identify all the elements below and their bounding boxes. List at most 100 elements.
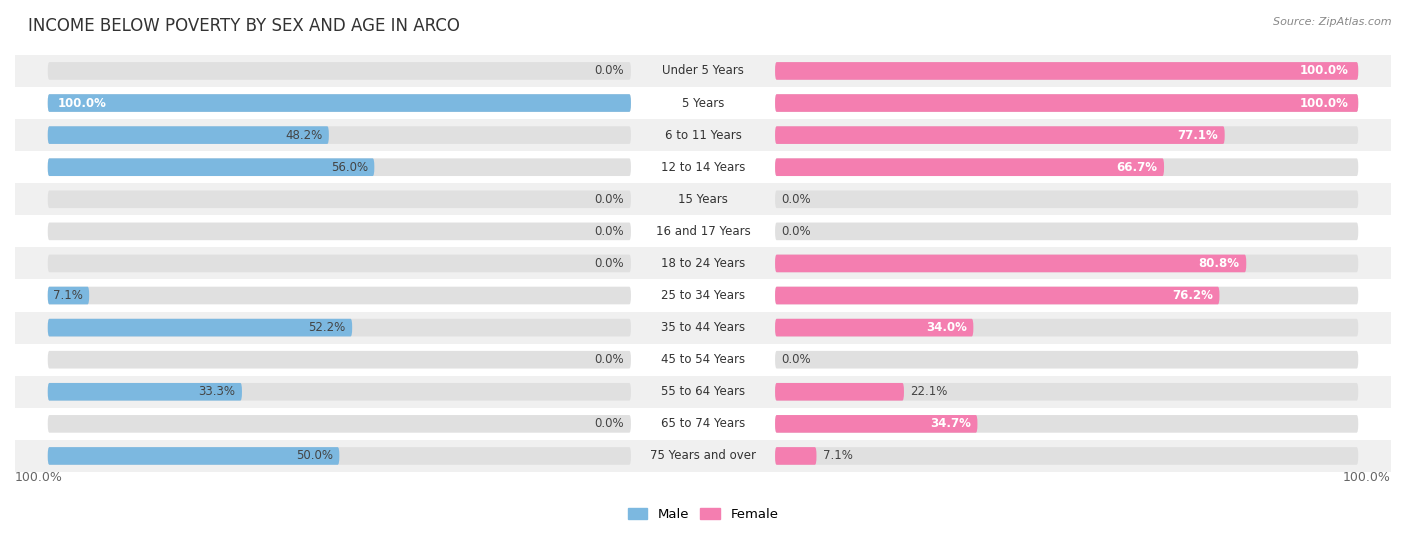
Text: 55 to 64 Years: 55 to 64 Years <box>661 385 745 398</box>
FancyBboxPatch shape <box>48 447 631 465</box>
Legend: Male, Female: Male, Female <box>627 508 779 521</box>
FancyBboxPatch shape <box>48 126 631 144</box>
Bar <box>15 376 1391 408</box>
FancyBboxPatch shape <box>775 415 1358 432</box>
FancyBboxPatch shape <box>48 319 352 336</box>
Bar <box>15 215 1391 247</box>
Text: 80.8%: 80.8% <box>1199 257 1240 270</box>
Bar <box>15 280 1391 311</box>
Bar <box>15 183 1391 215</box>
Text: 100.0%: 100.0% <box>1343 472 1391 484</box>
Text: 0.0%: 0.0% <box>782 353 811 366</box>
FancyBboxPatch shape <box>48 351 631 368</box>
Text: 34.7%: 34.7% <box>929 417 972 430</box>
Bar <box>15 87 1391 119</box>
Text: 0.0%: 0.0% <box>595 193 624 206</box>
FancyBboxPatch shape <box>48 319 631 336</box>
Text: 5 Years: 5 Years <box>682 97 724 109</box>
Text: 7.1%: 7.1% <box>823 449 853 463</box>
FancyBboxPatch shape <box>775 415 977 432</box>
Text: 100.0%: 100.0% <box>58 97 107 109</box>
FancyBboxPatch shape <box>775 287 1219 304</box>
Text: 0.0%: 0.0% <box>782 225 811 238</box>
FancyBboxPatch shape <box>48 287 89 304</box>
FancyBboxPatch shape <box>48 158 374 176</box>
FancyBboxPatch shape <box>775 319 1358 336</box>
Bar <box>15 408 1391 440</box>
Text: 48.2%: 48.2% <box>285 128 322 142</box>
FancyBboxPatch shape <box>775 447 1358 465</box>
Text: 65 to 74 Years: 65 to 74 Years <box>661 417 745 430</box>
Text: 34.0%: 34.0% <box>927 321 967 334</box>
Bar <box>15 344 1391 376</box>
FancyBboxPatch shape <box>775 447 817 465</box>
Text: 35 to 44 Years: 35 to 44 Years <box>661 321 745 334</box>
Text: 18 to 24 Years: 18 to 24 Years <box>661 257 745 270</box>
Text: Source: ZipAtlas.com: Source: ZipAtlas.com <box>1274 17 1392 27</box>
FancyBboxPatch shape <box>48 158 631 176</box>
Text: 0.0%: 0.0% <box>595 257 624 270</box>
FancyBboxPatch shape <box>48 223 631 240</box>
FancyBboxPatch shape <box>48 190 631 208</box>
FancyBboxPatch shape <box>48 94 631 112</box>
FancyBboxPatch shape <box>775 190 1358 208</box>
Text: 7.1%: 7.1% <box>53 289 83 302</box>
FancyBboxPatch shape <box>775 383 904 401</box>
Bar <box>15 151 1391 183</box>
FancyBboxPatch shape <box>775 319 973 336</box>
Text: 6 to 11 Years: 6 to 11 Years <box>665 128 741 142</box>
Text: 75 Years and over: 75 Years and over <box>650 449 756 463</box>
Text: 52.2%: 52.2% <box>308 321 346 334</box>
Bar <box>15 311 1391 344</box>
FancyBboxPatch shape <box>775 94 1358 112</box>
Text: 25 to 34 Years: 25 to 34 Years <box>661 289 745 302</box>
Bar <box>15 440 1391 472</box>
FancyBboxPatch shape <box>48 287 631 304</box>
Text: 100.0%: 100.0% <box>1299 97 1348 109</box>
Text: 33.3%: 33.3% <box>198 385 235 398</box>
FancyBboxPatch shape <box>48 254 631 272</box>
FancyBboxPatch shape <box>775 158 1164 176</box>
Bar <box>15 247 1391 280</box>
FancyBboxPatch shape <box>48 415 631 432</box>
Text: 12 to 14 Years: 12 to 14 Years <box>661 161 745 174</box>
Bar <box>15 55 1391 87</box>
FancyBboxPatch shape <box>775 158 1358 176</box>
Text: 22.1%: 22.1% <box>911 385 948 398</box>
FancyBboxPatch shape <box>48 94 631 112</box>
Bar <box>15 119 1391 151</box>
Text: Under 5 Years: Under 5 Years <box>662 64 744 78</box>
Text: 100.0%: 100.0% <box>15 472 63 484</box>
FancyBboxPatch shape <box>775 383 1358 401</box>
Text: 0.0%: 0.0% <box>595 353 624 366</box>
FancyBboxPatch shape <box>48 126 329 144</box>
FancyBboxPatch shape <box>775 223 1358 240</box>
FancyBboxPatch shape <box>775 94 1358 112</box>
FancyBboxPatch shape <box>775 351 1358 368</box>
FancyBboxPatch shape <box>775 254 1246 272</box>
FancyBboxPatch shape <box>48 447 339 465</box>
Text: 50.0%: 50.0% <box>295 449 333 463</box>
FancyBboxPatch shape <box>775 62 1358 80</box>
FancyBboxPatch shape <box>48 383 242 401</box>
FancyBboxPatch shape <box>775 126 1358 144</box>
FancyBboxPatch shape <box>775 287 1358 304</box>
Text: 0.0%: 0.0% <box>595 64 624 78</box>
Text: 56.0%: 56.0% <box>330 161 368 174</box>
Text: 66.7%: 66.7% <box>1116 161 1157 174</box>
Text: INCOME BELOW POVERTY BY SEX AND AGE IN ARCO: INCOME BELOW POVERTY BY SEX AND AGE IN A… <box>28 17 460 35</box>
Text: 76.2%: 76.2% <box>1173 289 1213 302</box>
Text: 77.1%: 77.1% <box>1177 128 1218 142</box>
Text: 45 to 54 Years: 45 to 54 Years <box>661 353 745 366</box>
Text: 16 and 17 Years: 16 and 17 Years <box>655 225 751 238</box>
Text: 100.0%: 100.0% <box>1299 64 1348 78</box>
FancyBboxPatch shape <box>775 254 1358 272</box>
Text: 0.0%: 0.0% <box>595 225 624 238</box>
FancyBboxPatch shape <box>775 126 1225 144</box>
FancyBboxPatch shape <box>775 62 1358 80</box>
Text: 15 Years: 15 Years <box>678 193 728 206</box>
FancyBboxPatch shape <box>48 383 631 401</box>
FancyBboxPatch shape <box>48 62 631 80</box>
Text: 0.0%: 0.0% <box>782 193 811 206</box>
Text: 0.0%: 0.0% <box>595 417 624 430</box>
